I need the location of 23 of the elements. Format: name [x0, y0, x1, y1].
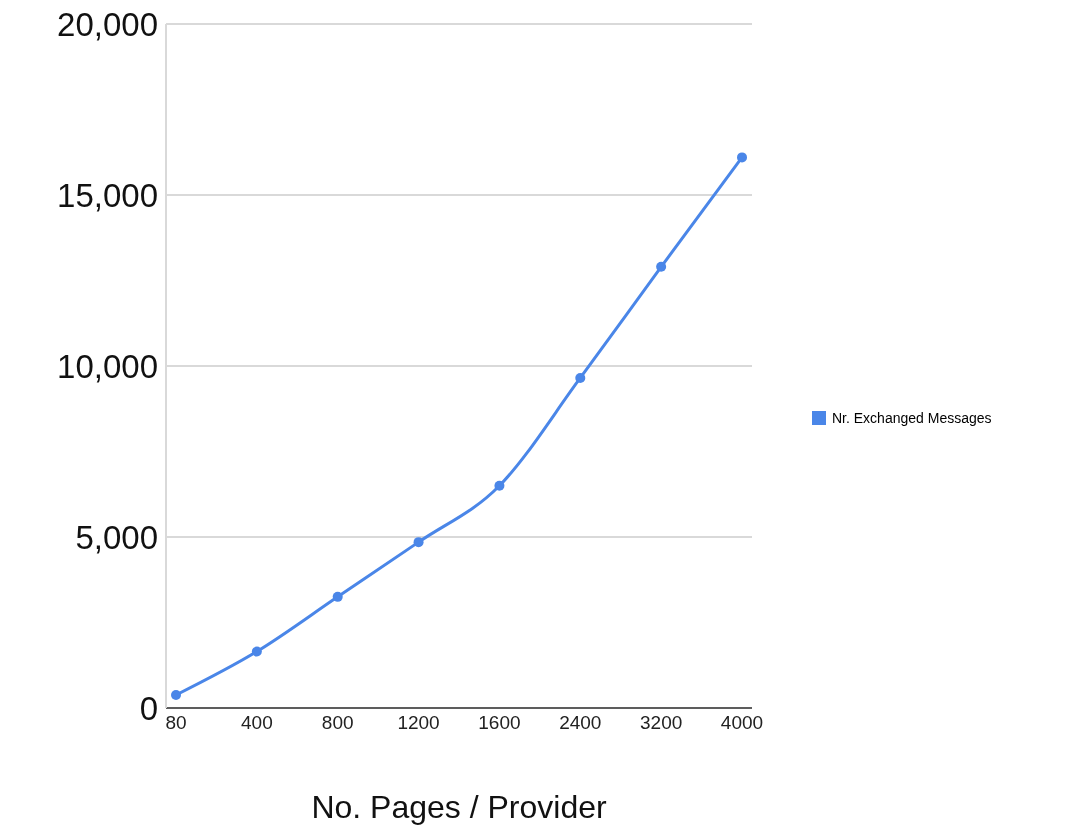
y-tick-label: 5,000: [75, 518, 158, 556]
x-tick-label: 1600: [478, 712, 521, 734]
y-tick-label: 10,000: [57, 347, 158, 385]
y-tick-label: 0: [139, 689, 158, 727]
x-tick-label: 400: [241, 712, 273, 734]
point: [737, 152, 747, 163]
x-tick-label: 3200: [640, 712, 683, 734]
point: [332, 591, 343, 602]
y-tick-label: 15,000: [57, 176, 158, 214]
x-axis-title: No. Pages / Provider: [311, 789, 607, 825]
y-tick-label: 20,000: [57, 5, 158, 43]
x-tick-label: 800: [321, 712, 354, 734]
x-tick-label: 4000: [720, 712, 764, 734]
point: [171, 690, 181, 700]
point: [251, 646, 262, 657]
point: [656, 261, 667, 272]
point: [494, 480, 505, 491]
x-tick-label: 1200: [397, 712, 440, 734]
legend-label: Nr. Exchanged Messages: [832, 410, 992, 426]
point: [575, 372, 586, 383]
point: [413, 537, 424, 548]
x-tick-label: 2400: [559, 712, 602, 734]
x-tick-label: 80: [165, 712, 187, 734]
